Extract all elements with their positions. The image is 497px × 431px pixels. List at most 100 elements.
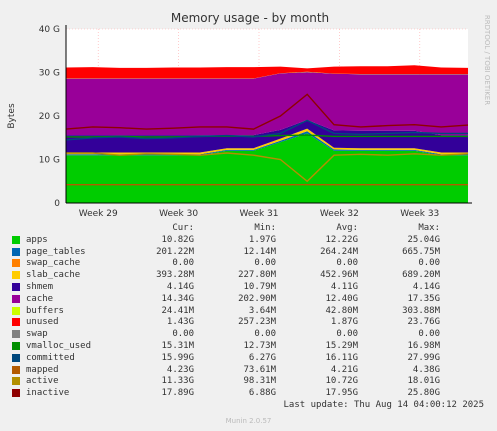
legend-label: committed xyxy=(26,352,75,363)
y-tick-label: 10 G xyxy=(39,156,60,166)
legend-row-mapped: mapped 4.23G 73.61M 4.21G 4.38G xyxy=(12,364,490,376)
legend-cur: 14.34G xyxy=(161,293,194,304)
legend-max: 16.98M xyxy=(407,341,440,352)
legend-avg: 12.40G xyxy=(325,293,358,304)
legend-cur: 4.23G xyxy=(166,364,194,375)
x-tick-label: Week 29 xyxy=(79,209,118,219)
legend-row-committed: committed 15.99G 6.27G 16.11G 27.99G xyxy=(12,352,490,364)
line-committed xyxy=(65,119,468,141)
legend-max: 689.20M xyxy=(402,270,440,281)
legend-max: 23.76G xyxy=(407,317,440,328)
legend-max: 18.01G xyxy=(407,376,440,387)
line-inactive xyxy=(65,93,469,130)
legend-label: cache xyxy=(26,293,54,304)
legend-row-slab_cache: slab_cache 393.28M 227.80M 452.96M 689.20M xyxy=(12,269,490,281)
legend-cur: 4.14G xyxy=(166,282,194,293)
legend-swatch xyxy=(12,330,20,339)
legend-header-avg: Avg: xyxy=(336,223,358,233)
legend-avg: 1.87G xyxy=(330,317,358,328)
legend-label: vmalloc_used xyxy=(26,341,92,352)
legend-min: 0.00 xyxy=(254,258,276,269)
legend-label: buffers xyxy=(26,305,64,316)
legend-max: 4.14G xyxy=(412,282,440,293)
legend-max: 665.75M xyxy=(402,246,440,257)
area-cache xyxy=(66,72,468,136)
legend-min: 3.64M xyxy=(248,305,276,316)
legend-swatch xyxy=(12,271,20,280)
x-tick-label: Week 32 xyxy=(320,209,359,219)
legend-avg: 0.00 xyxy=(336,258,358,269)
rrdtool-credit: RRDTOOL / TOBI OETIKER xyxy=(483,15,491,105)
legend-swatch xyxy=(12,247,20,256)
legend-min: 1.97G xyxy=(248,234,276,245)
legend-cur: 11.33G xyxy=(161,376,194,387)
legend-avg: 42.80M xyxy=(325,305,358,316)
legend-label: inactive xyxy=(26,388,70,399)
legend: Cur: Min: Avg: Max: apps 10.82G 1.97G 12.22… xyxy=(12,222,490,399)
legend-min: 6.27G xyxy=(248,352,276,363)
legend-cur: 1.43G xyxy=(166,317,194,328)
legend-swatch xyxy=(12,283,20,292)
area-page_tables xyxy=(66,131,468,156)
legend-max: 4.38G xyxy=(412,364,440,375)
line-vmalloc_used xyxy=(66,134,468,138)
legend-max: 25.80G xyxy=(407,388,440,399)
legend-label: slab_cache xyxy=(26,270,81,281)
legend-swatch xyxy=(12,259,20,268)
legend-swatch xyxy=(12,377,20,386)
legend-avg: 17.95G xyxy=(325,388,358,399)
legend-row-apps: apps 10.82G 1.97G 12.22G 25.04G xyxy=(12,234,490,246)
legend-avg: 12.22G xyxy=(325,234,358,245)
legend-min: 257.23M xyxy=(238,317,276,328)
y-tick-label: 20 G xyxy=(39,112,60,122)
legend-avg: 15.29M xyxy=(325,341,358,352)
legend-header: Cur: Min: Avg: Max: xyxy=(12,222,490,234)
area-unused xyxy=(66,65,468,79)
legend-swatch xyxy=(12,342,20,351)
x-tick-label: Week 31 xyxy=(240,209,279,219)
legend-min: 73.61M xyxy=(243,364,276,375)
legend-cur: 10.82G xyxy=(161,234,194,245)
legend-min: 10.79M xyxy=(243,282,276,293)
legend-row-buffers: buffers 24.41M 3.64M 42.80M 303.88M xyxy=(12,305,490,317)
legend-swatch xyxy=(12,365,20,374)
legend-cur: 0.00 xyxy=(172,258,194,269)
area-apps xyxy=(66,133,468,203)
legend-swatch xyxy=(12,294,20,303)
legend-row-cache: cache 14.34G 202.90M 12.40G 17.35G xyxy=(12,293,490,305)
legend-avg: 264.24M xyxy=(320,246,358,257)
legend-row-page_tables: page_tables 201.22M 12.14M 264.24M 665.75M xyxy=(12,246,490,258)
line-active xyxy=(66,152,469,183)
munin-version: Munin 2.0.57 xyxy=(225,417,272,425)
legend-avg: 0.00 xyxy=(336,329,358,340)
legend-swatch xyxy=(12,389,20,398)
line-layer xyxy=(65,93,469,186)
legend-row-inactive: inactive 17.89G 6.88G 17.95G 25.80G xyxy=(12,387,490,399)
legend-cur: 15.99G xyxy=(161,352,194,363)
legend-header-cur: Cur: xyxy=(172,223,194,233)
legend-avg: 10.72G xyxy=(325,376,358,387)
legend-min: 0.00 xyxy=(254,329,276,340)
legend-label: swap xyxy=(26,329,48,340)
legend-swatch xyxy=(12,235,20,244)
x-tick-label: Week 30 xyxy=(159,209,198,219)
legend-avg: 16.11G xyxy=(325,352,358,363)
legend-min: 12.73M xyxy=(243,341,276,352)
y-tick-label: 40 G xyxy=(39,25,60,35)
legend-row-shmem: shmem 4.14G 10.79M 4.11G 4.14G xyxy=(12,281,490,293)
legend-label: active xyxy=(26,376,59,387)
legend-max: 27.99G xyxy=(407,352,440,363)
legend-header-min: Min: xyxy=(254,223,276,233)
legend-max: 303.88M xyxy=(402,305,440,316)
area-layer xyxy=(66,65,468,203)
y-tick-label: 30 G xyxy=(39,69,60,79)
legend-avg: 4.21G xyxy=(330,364,358,375)
legend-row-vmalloc_used: vmalloc_used 15.31M 12.73M 15.29M 16.98M xyxy=(12,340,490,352)
legend-max: 0.00 xyxy=(418,258,440,269)
legend-cur: 201.22M xyxy=(156,246,194,257)
last-update: Last update: Thu Aug 14 04:00:12 2025 xyxy=(283,400,484,410)
chart-title: Memory usage - by month xyxy=(171,11,329,25)
legend-avg: 452.96M xyxy=(320,270,358,281)
legend-min: 227.80M xyxy=(238,270,276,281)
legend-label: mapped xyxy=(26,364,59,375)
